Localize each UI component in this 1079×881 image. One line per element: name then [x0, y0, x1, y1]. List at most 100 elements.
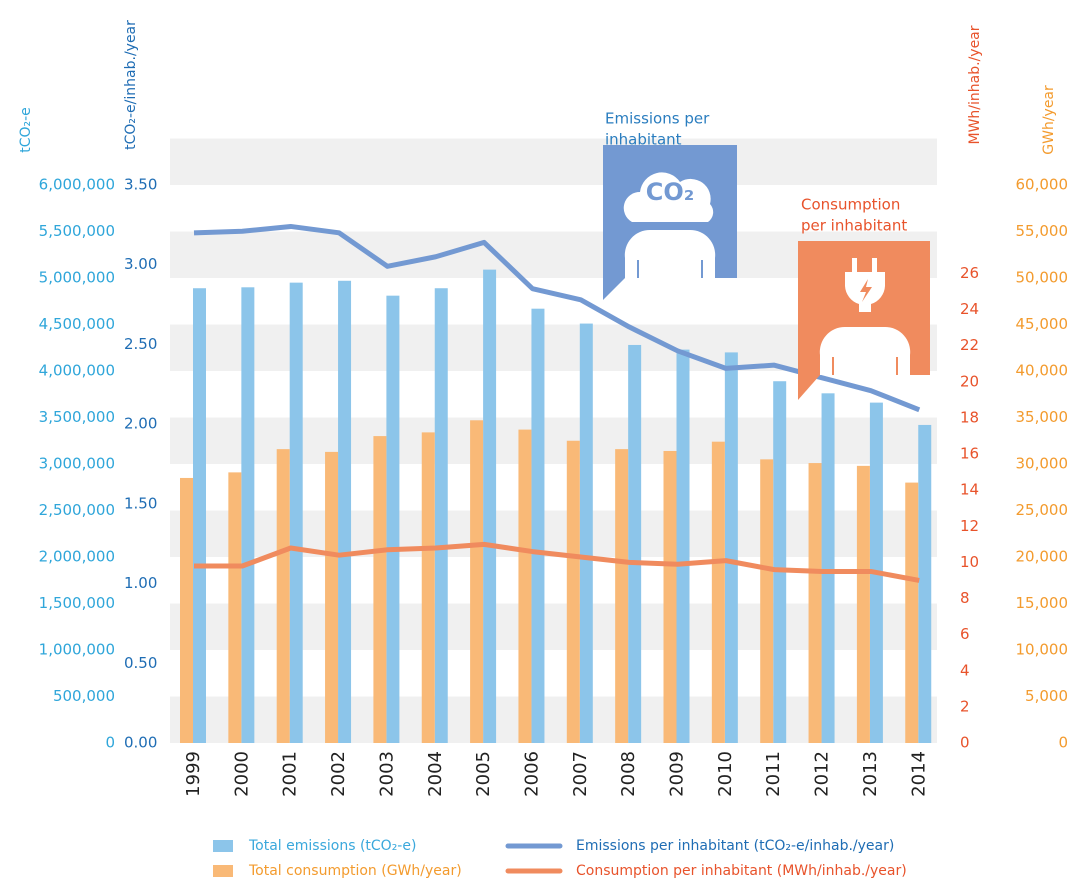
plot: 0 500,000 1,000,000 1,500,000 2,000,000 2,500…	[18, 20, 1068, 879]
person	[624, 229, 716, 278]
x-tick-label: 2010	[715, 751, 736, 797]
tick-label: 500,000	[53, 687, 115, 705]
tick-label: 45,000	[1016, 315, 1069, 333]
tick-label: 16	[960, 445, 979, 463]
tick-label: 6,000,000	[39, 176, 115, 194]
consumption-icon	[798, 241, 930, 400]
bar	[579, 323, 593, 743]
tick-label: 6	[960, 625, 970, 643]
tick-label: 20	[960, 372, 979, 390]
tick-label: 3,500,000	[39, 408, 115, 426]
x-tick-label: 2009	[667, 751, 688, 797]
bar	[566, 440, 580, 743]
axis-title: MWh/inhab./year	[967, 25, 983, 144]
tick-label: 0.00	[124, 734, 157, 752]
bar	[180, 477, 193, 743]
tick-label: 15,000	[1016, 594, 1069, 612]
tick-label: 0.50	[124, 654, 157, 672]
axis-title: tCO₂-e/inhab./year	[123, 20, 139, 150]
legend-label: Total emissions (tCO₂-e)	[248, 838, 416, 854]
person	[819, 326, 911, 375]
bar	[724, 352, 738, 743]
x-tick-label: 2008	[618, 751, 639, 797]
bar	[276, 449, 290, 743]
bar	[628, 344, 642, 743]
tick-label: 22	[960, 336, 979, 354]
tick-label: 0	[105, 734, 115, 752]
tick-label: 1,000,000	[39, 641, 115, 659]
bolt	[860, 279, 872, 302]
legend-label: Emissions per inhabitant (tCO₂-e/inhab./…	[576, 838, 894, 854]
tick-label: 2.00	[124, 415, 157, 433]
x-tick-label: 2004	[425, 751, 446, 797]
tick-label: 5,000,000	[39, 269, 115, 287]
tick-label: 10,000	[1016, 641, 1069, 659]
tick-label: 5,000	[1025, 687, 1068, 705]
x-tick-label: 2006	[521, 751, 542, 797]
tick-label: 1.00	[124, 574, 157, 592]
bar	[531, 308, 545, 743]
tick-label: 2.50	[124, 335, 157, 353]
bar	[470, 420, 484, 743]
axis-title: GWh/year	[1041, 85, 1057, 155]
bar	[518, 429, 532, 743]
tick-label: 26	[960, 264, 979, 282]
bar	[760, 459, 774, 743]
tick-label: 55,000	[1016, 222, 1069, 240]
legend-label: Total consumption (GWh/year)	[248, 863, 462, 879]
legend-label: Consumption per inhabitant (MWh/inhab./y…	[576, 863, 907, 879]
tick-label: 18	[960, 408, 979, 426]
icon-label: CO₂	[646, 178, 695, 206]
x-tick-label: 2005	[473, 751, 494, 797]
tick-label: 2,500,000	[39, 501, 115, 519]
tick-label: 60,000	[1016, 176, 1069, 194]
bar	[905, 482, 919, 743]
plug-pin	[852, 258, 857, 272]
bar	[676, 349, 690, 743]
band	[170, 138, 937, 185]
icon-pointer	[603, 278, 625, 300]
tick-label: 12	[960, 517, 979, 535]
bar	[325, 451, 339, 743]
tick-label: 25,000	[1016, 501, 1069, 519]
tick-label: 10	[960, 553, 979, 571]
bar	[808, 463, 822, 743]
tick-label: 8	[960, 589, 970, 607]
bar	[615, 449, 629, 743]
bar	[373, 436, 387, 743]
tick-label: 50,000	[1016, 269, 1069, 287]
x-tick-label: 2007	[570, 751, 591, 797]
bar	[483, 269, 497, 743]
cloud	[623, 172, 714, 222]
bar	[193, 288, 206, 743]
bar	[663, 450, 677, 743]
x-tick-label: 2014	[908, 751, 929, 797]
bar	[434, 288, 448, 743]
bar	[773, 381, 787, 743]
tick-label: 20,000	[1016, 548, 1069, 566]
tick-label: 4,500,000	[39, 315, 115, 333]
x-tick-label: 2003	[376, 751, 397, 797]
tick-label: 1.50	[124, 494, 157, 512]
legend-swatch	[213, 865, 233, 877]
x-tick-label: 1999	[183, 751, 204, 797]
tick-label: 40,000	[1016, 362, 1069, 380]
bar	[241, 287, 255, 743]
tick-label: 14	[960, 481, 979, 499]
tick-label: 4	[960, 661, 970, 679]
tick-label: 0	[960, 734, 970, 752]
tick-label: 24	[960, 300, 979, 318]
x-tick-label: 2000	[231, 751, 252, 797]
bar	[856, 465, 870, 743]
bar	[821, 393, 835, 743]
annotation: Consumption	[801, 196, 900, 214]
tick-label: 2,000,000	[39, 548, 115, 566]
annotation: inhabitant	[605, 131, 682, 149]
bar	[338, 280, 352, 743]
tick-label: 35,000	[1016, 408, 1069, 426]
x-tick-label: 2013	[860, 751, 881, 797]
x-tick-label: 2012	[812, 751, 833, 797]
tick-label: 3.50	[124, 176, 157, 194]
tick-label: 4,000,000	[39, 362, 115, 380]
emissions-icon	[603, 145, 737, 300]
